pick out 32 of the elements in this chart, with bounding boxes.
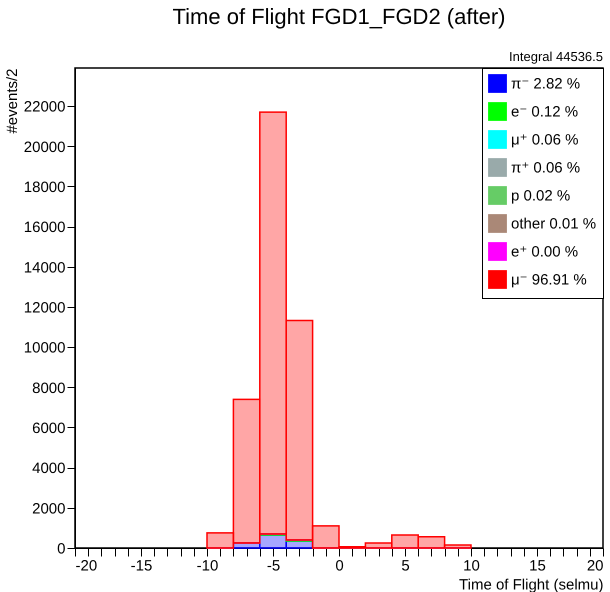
x-tick-label: -20 xyxy=(76,558,98,574)
y-tick-label: 18000 xyxy=(24,178,66,196)
y-tick-label: 6000 xyxy=(32,420,66,437)
y-tick-label: 2000 xyxy=(32,500,66,518)
x-tick-label: 0 xyxy=(335,558,344,574)
x-tick-label: 5 xyxy=(401,558,410,574)
legend-label: μ⁻ 96.91 % xyxy=(511,272,587,288)
legend-label: other 0.01 % xyxy=(511,216,596,232)
legend-label: p 0.02 % xyxy=(511,188,570,204)
x-tick-label: 20 xyxy=(586,558,604,574)
legend-label: μ⁺ 0.06 % xyxy=(511,132,578,148)
y-tick-label: 12000 xyxy=(24,299,66,316)
x-tick-label: -5 xyxy=(266,558,280,574)
x-tick-label: -10 xyxy=(196,558,218,574)
y-tick-label: 0 xyxy=(57,540,66,558)
x-tick-label: -15 xyxy=(130,558,152,574)
legend-label: π⁺ 0.06 % xyxy=(511,160,580,176)
x-tick-label: 15 xyxy=(529,558,546,574)
y-tick-label: 22000 xyxy=(24,98,66,116)
y-tick-label: 10000 xyxy=(24,340,66,357)
text: Integral 44536.5 xyxy=(509,49,603,64)
legend-label: e⁺ 0.00 % xyxy=(511,244,578,260)
y-tick-label: 20000 xyxy=(24,138,66,156)
chart-title: Time of Flight FGD1_FGD2 (after) xyxy=(172,4,506,29)
y-tick-label: 16000 xyxy=(24,219,66,236)
y-axis-title: #events/2 xyxy=(4,68,21,134)
legend-label: e⁻ 0.12 % xyxy=(511,104,578,120)
y-tick-label: 4000 xyxy=(32,460,66,478)
y-tick-label: 8000 xyxy=(32,380,66,397)
y-tick-label: 14000 xyxy=(24,259,66,276)
legend-label: π⁻ 2.82 % xyxy=(511,76,580,92)
x-tick-label: 10 xyxy=(463,558,480,574)
